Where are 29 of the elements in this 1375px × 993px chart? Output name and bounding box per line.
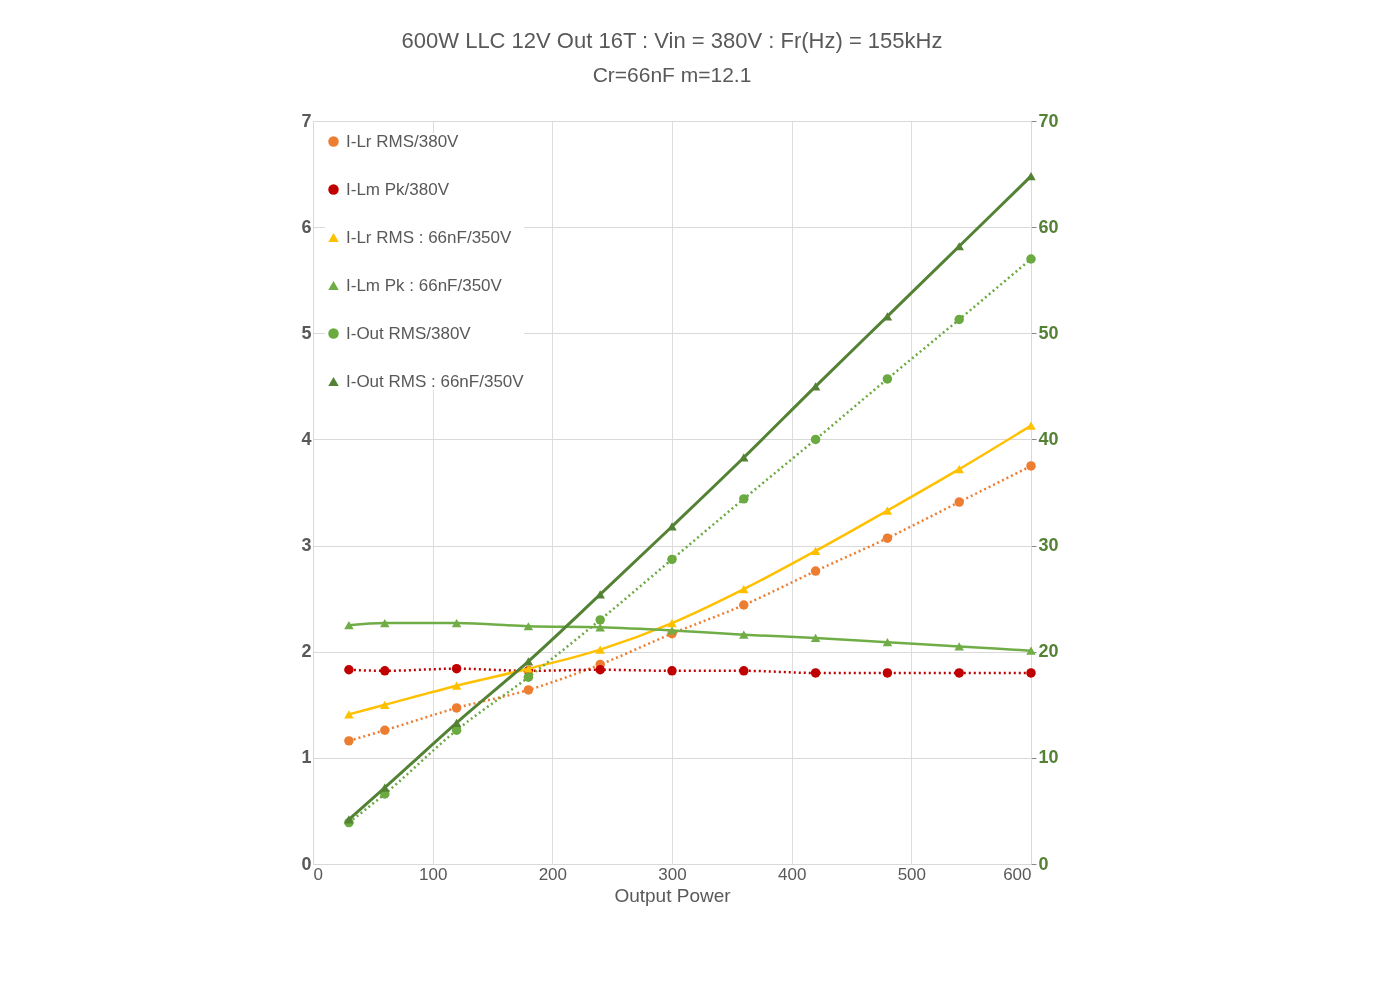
legend-label: I-Out RMS/380V: [346, 323, 472, 343]
y-tick-label: 7: [301, 110, 312, 131]
y2-tick-label: 70: [1038, 110, 1059, 131]
legend-label: I-Lm Pk/380V: [346, 179, 450, 199]
y2-tick-label: 30: [1038, 535, 1059, 556]
y-tick-label: 2: [301, 641, 312, 662]
chart-title: 600W LLC 12V Out 16T : Vin = 380V : Fr(Hz) = 155kHz: [401, 28, 943, 53]
x-tick-label: 200: [538, 864, 568, 884]
x-tick-label: 100: [418, 864, 448, 884]
y-tick-label: 1: [301, 747, 312, 768]
y2-tick-label: 50: [1038, 322, 1059, 343]
x-tick-label: 400: [777, 864, 807, 884]
y2-tick-label: 60: [1038, 216, 1059, 237]
x-axis-title: Output Power: [614, 884, 732, 906]
y2-tick-label: 20: [1038, 641, 1059, 662]
legend-label: I-Lr RMS : 66nF/350V: [346, 227, 512, 247]
y-tick-label: 4: [301, 428, 312, 449]
legend-label: I-Out RMS : 66nF/350V: [346, 371, 525, 391]
x-tick-label: 300: [658, 864, 687, 884]
x-tick-label: 600: [1003, 864, 1032, 884]
legend-label: I-Lr RMS/380V: [346, 131, 460, 151]
chart-subtitle: Cr=66nF m=12.1: [592, 63, 752, 86]
y2-tick-label: 40: [1038, 428, 1059, 449]
y-tick-label: 3: [301, 535, 312, 556]
y-tick-label: 5: [301, 322, 312, 343]
y2-tick-label: 10: [1038, 747, 1059, 768]
x-tick-label: 500: [897, 864, 927, 884]
y-tick-label: 6: [301, 216, 312, 237]
legend-label: I-Lm Pk : 66nF/350V: [346, 275, 503, 295]
